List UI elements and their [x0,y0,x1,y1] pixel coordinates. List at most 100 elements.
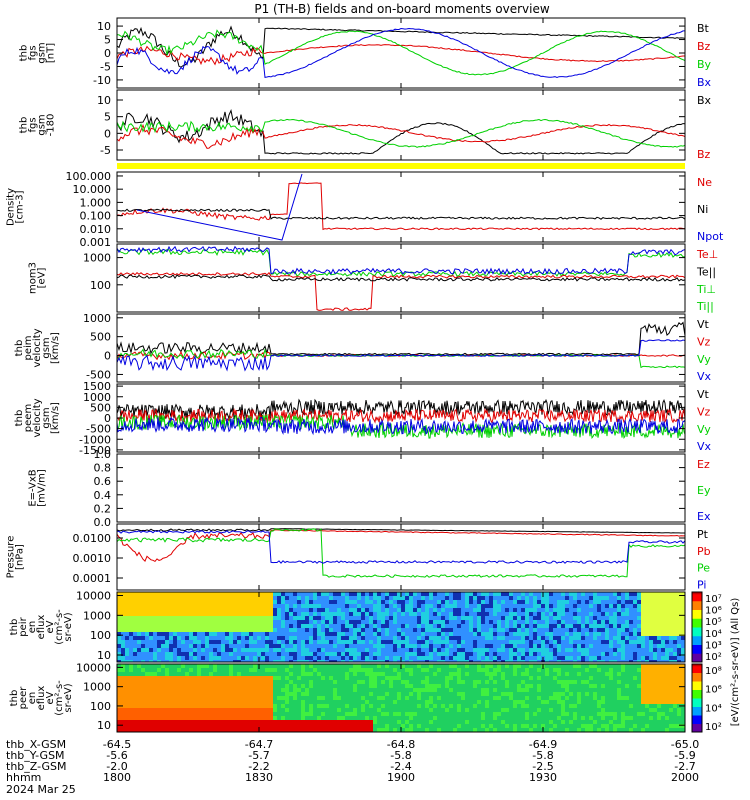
spectrogram-cell [501,664,505,668]
spectrogram-cell [393,692,397,696]
spectrogram-cell [597,636,601,640]
spectrogram-cell [173,704,177,708]
spectrogram-cell [189,644,193,648]
spectrogram-cell [157,612,161,616]
spectrogram-cell [573,676,577,680]
spectrogram-cell [165,644,169,648]
spectrogram-cell [469,616,473,620]
spectrogram-cell [381,676,385,680]
spectrogram-cell [181,684,185,688]
spectrogram-cell [425,704,429,708]
spectrogram-cell [205,692,209,696]
spectrogram-cell [185,636,189,640]
spectrogram-cell [233,628,237,632]
spectrogram-cell [481,592,485,596]
spectrogram-cell [601,636,605,640]
spectrogram-cell [441,644,445,648]
spectrogram-cell [493,716,497,720]
spectrogram-cell [209,648,213,652]
spectrogram-cell [433,608,437,612]
spectrogram-cell [605,664,609,668]
spectrogram-cell [381,624,385,628]
spectrogram-cell [333,700,337,704]
panel-vi-plot-area [117,321,685,372]
y-axis-label: [cm-3] [15,190,26,223]
spectrogram-cell [509,712,513,716]
spectrogram-cell [221,712,225,716]
spectrogram-cell [413,620,417,624]
spectrogram-cell [397,728,401,732]
spectrogram-cell [525,724,529,728]
spectrogram-cell [569,696,573,700]
spectrogram-cell [217,624,221,628]
spectrogram-cell [589,632,593,636]
spectrogram-cell [285,600,289,604]
spectrogram-cell [481,672,485,676]
spectrogram-cell [509,680,513,684]
spectrogram-cell [369,596,373,600]
spectrogram-cell [289,628,293,632]
spectrogram-cell [509,724,513,728]
spectrogram-cell [445,716,449,720]
spectrogram-cell [529,608,533,612]
spectrogram-cell [457,620,461,624]
spectrogram-cell [325,648,329,652]
spectrogram-cell [641,648,645,652]
spectrogram-cell [333,656,337,660]
spectrogram-cell [497,720,501,724]
y-axis-label: fgs [28,45,39,60]
spectrogram-cell [133,632,137,636]
spectrogram-cell [521,712,525,716]
spectrogram-cell [169,696,173,700]
spectrogram-cell [441,680,445,684]
spectrogram-cell [585,600,589,604]
spectrogram-cell [157,668,161,672]
spectrogram-cell [257,600,261,604]
spectrogram-cell [573,692,577,696]
spectrogram-cell [297,608,301,612]
spectrogram-cell [325,712,329,716]
spectrogram-cell [429,696,433,700]
spectrogram-cell [673,616,677,620]
spectrogram-cell [345,604,349,608]
spectrogram-cell [493,620,497,624]
spectrogram-cell [421,596,425,600]
spectrogram-cell [365,600,369,604]
spectrogram-cell [353,636,357,640]
spectrogram-cell [297,660,301,662]
spectrogram-cell [417,728,421,732]
spectrogram-cell [457,696,461,700]
spectrogram-cell [133,692,137,696]
spectrogram-cell [197,708,201,712]
spectrogram-cell [661,644,665,648]
spectrogram-cell [481,644,485,648]
spectrogram-cell [497,632,501,636]
spectrogram-cell [225,596,229,600]
spectrogram-cell [357,728,361,732]
spectrogram-cell [541,688,545,692]
spectrogram-cell [441,608,445,612]
spectrogram-cell [433,728,437,732]
spectrogram-cell [569,712,573,716]
spectrogram-cell [261,604,265,608]
spectrogram-cell [633,612,637,616]
spectrogram-cell [429,688,433,692]
legend-ex: Ex [697,510,711,523]
spectrogram-cell [661,632,665,636]
spectrogram-cell [297,640,301,644]
spectrogram-cell [245,604,249,608]
spectrogram-cell [293,672,297,676]
spectrogram-cell [657,596,661,600]
spectrogram-cell [309,676,313,680]
spectrogram-cell [325,680,329,684]
spectrogram-cell [277,632,281,636]
spectrogram-cell [381,608,385,612]
spectrogram-cell [153,640,157,644]
spectrogram-cell [389,632,393,636]
spectrogram-cell [269,624,273,628]
spectrogram-cell [313,612,317,616]
spectrogram-cell [177,648,181,652]
spectrogram-cell [493,624,497,628]
spectrogram-cell [473,632,477,636]
spectrogram-cell [593,688,597,692]
